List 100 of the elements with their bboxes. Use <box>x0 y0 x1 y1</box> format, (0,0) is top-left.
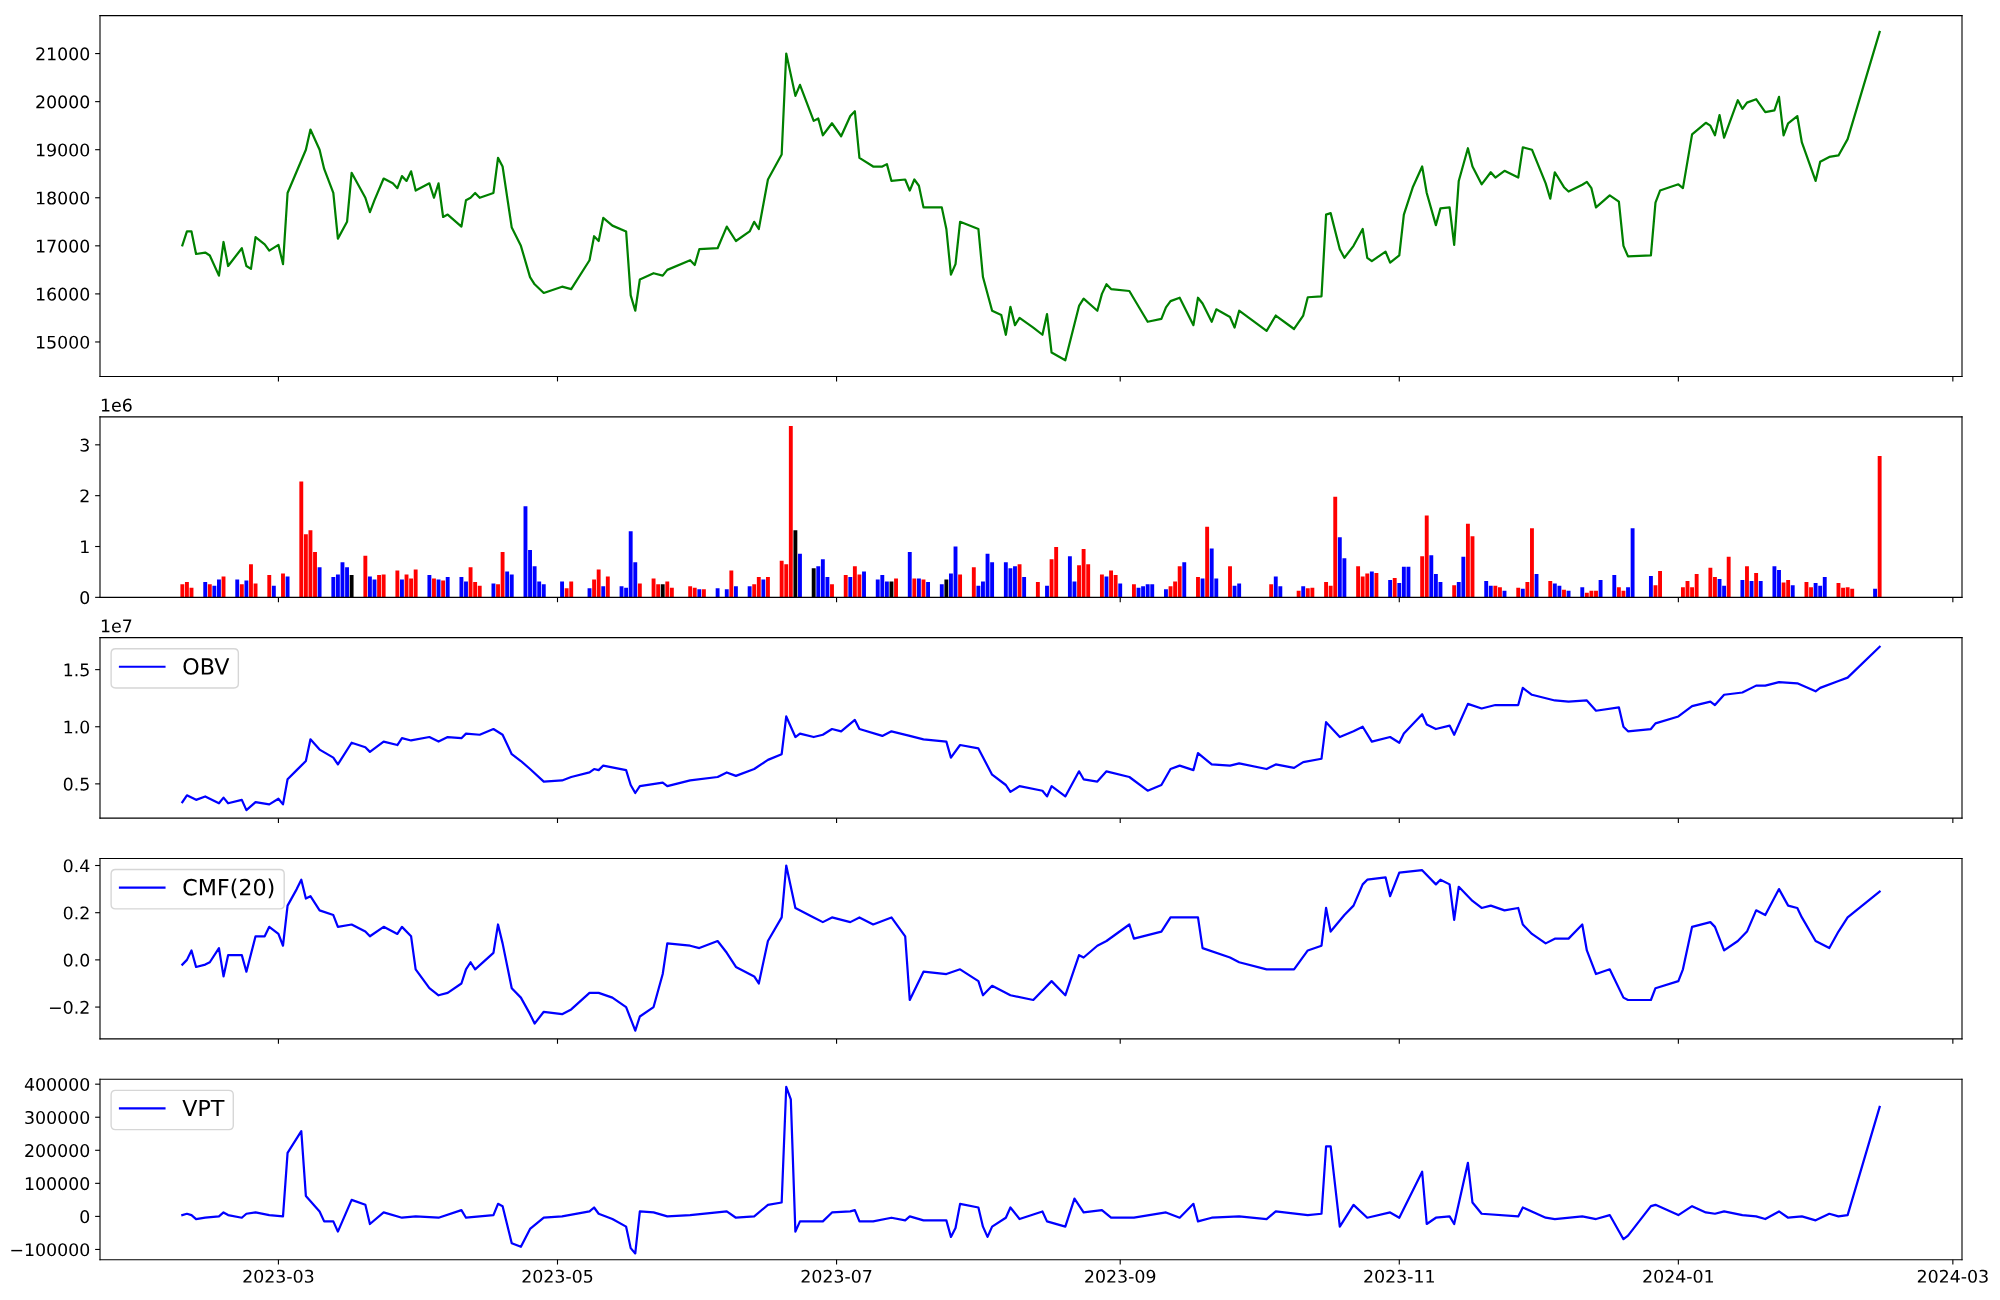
bar <box>235 579 240 598</box>
x-tick-label: 2023-07 <box>801 1269 872 1283</box>
bar <box>1497 587 1502 598</box>
bar <box>1022 577 1027 598</box>
bar <box>331 577 336 598</box>
bar <box>724 589 729 598</box>
bar <box>569 581 574 598</box>
bar <box>468 567 473 598</box>
y-tick-label: 1.0 <box>64 720 90 734</box>
bar <box>1182 562 1187 598</box>
y-tick-label: 2 <box>80 489 89 503</box>
bar <box>1017 564 1022 598</box>
bar <box>299 481 304 598</box>
bar <box>1484 581 1489 598</box>
bar <box>1067 556 1072 598</box>
x-tick-label: 2023-09 <box>1085 1269 1156 1283</box>
bar <box>1269 584 1274 598</box>
bar <box>1392 578 1397 598</box>
bar <box>880 574 885 598</box>
bar <box>1612 574 1617 598</box>
bar <box>1237 583 1242 598</box>
y-tick-label: 300000 <box>25 1110 90 1125</box>
bar <box>939 584 944 598</box>
y-tick-label: 200000 <box>25 1144 90 1158</box>
bar <box>1196 577 1200 598</box>
bar <box>926 582 931 598</box>
bar <box>756 577 761 598</box>
y-tick-label: 20000 <box>36 95 90 109</box>
bar <box>1850 588 1855 598</box>
bar <box>1708 567 1713 598</box>
bar <box>1200 578 1205 598</box>
bar <box>1630 528 1635 598</box>
y-tick-label: 15000 <box>36 335 90 349</box>
bar <box>958 574 963 598</box>
bar <box>207 584 212 598</box>
bar <box>1141 586 1146 598</box>
bar <box>651 578 656 598</box>
bar <box>395 570 400 598</box>
bar <box>267 574 272 598</box>
bar <box>1131 584 1136 598</box>
bar <box>1493 585 1498 598</box>
bar <box>912 578 917 598</box>
bar <box>1369 571 1374 598</box>
bar <box>367 576 372 598</box>
bar <box>560 581 565 598</box>
bar <box>505 571 510 598</box>
y-tick-label: 3 <box>80 438 89 452</box>
bar <box>697 589 702 598</box>
bar <box>441 580 446 598</box>
legend-label: CMF(20) <box>183 878 274 899</box>
bar <box>862 571 866 598</box>
bar <box>381 574 386 598</box>
bar <box>715 588 720 598</box>
y-tick-label: 19000 <box>36 143 90 157</box>
line-series <box>181 1085 1881 1255</box>
bar <box>244 580 249 598</box>
bar <box>1324 582 1329 598</box>
x-tick-label: 2024-01 <box>1643 1269 1714 1283</box>
bar <box>971 567 976 598</box>
y-tick-label: 1 <box>81 540 89 554</box>
bar <box>1580 587 1585 598</box>
bar <box>249 564 253 598</box>
bar <box>445 577 450 598</box>
bar <box>848 577 853 598</box>
bar <box>413 569 418 598</box>
bar <box>1557 585 1562 598</box>
bar <box>1228 566 1232 598</box>
y-tick-label: 0.4 <box>63 859 90 873</box>
bar <box>317 567 322 598</box>
bar <box>1145 584 1150 598</box>
bar <box>1745 566 1749 598</box>
bar <box>779 560 784 598</box>
bar <box>1305 588 1310 598</box>
bar <box>1113 574 1118 598</box>
bar <box>377 574 382 598</box>
bar <box>1035 582 1040 598</box>
bar <box>1356 566 1361 598</box>
bar <box>788 426 793 598</box>
y-tick-label: 18000 <box>36 191 90 205</box>
bar <box>1164 589 1168 598</box>
bar <box>1873 588 1878 598</box>
bar <box>1658 570 1662 598</box>
bar <box>628 531 633 598</box>
bar <box>1365 573 1370 598</box>
bar <box>1465 523 1470 598</box>
y-tick-label: 400000 <box>24 1077 90 1092</box>
bar <box>766 577 770 598</box>
bar <box>1740 580 1745 598</box>
bar <box>1648 576 1653 598</box>
bar <box>203 582 208 598</box>
bar <box>1296 590 1301 598</box>
bar <box>271 585 276 598</box>
bar <box>1548 581 1553 598</box>
bar <box>1772 566 1777 598</box>
bar <box>1374 572 1379 598</box>
bar <box>692 587 697 598</box>
bar <box>1054 547 1059 598</box>
bar <box>184 582 189 598</box>
bar <box>1694 573 1699 598</box>
bar <box>1845 587 1850 598</box>
